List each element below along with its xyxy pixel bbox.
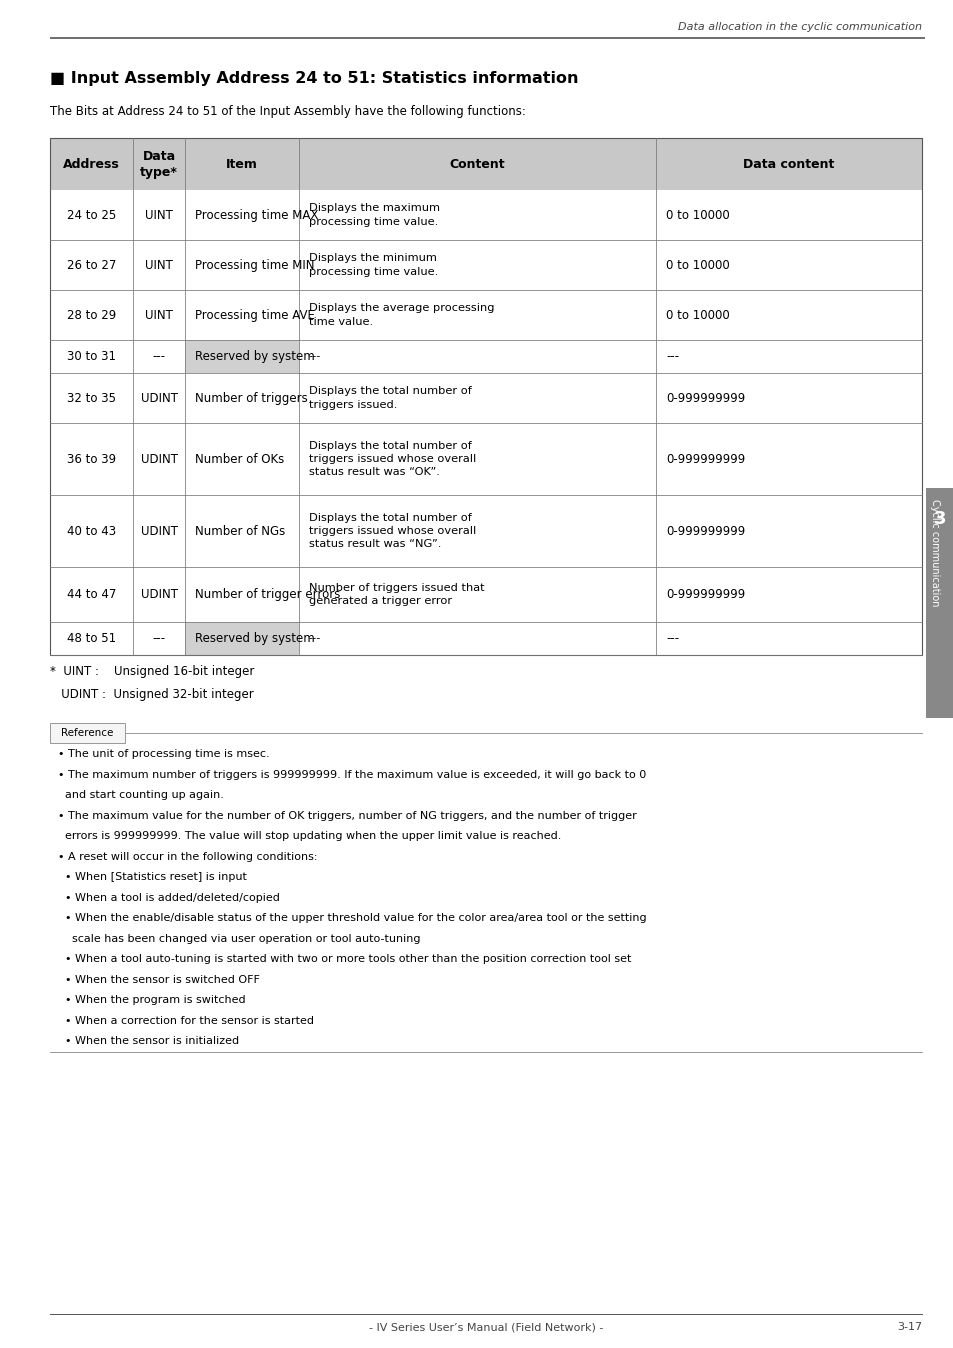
Text: 0 to 10000: 0 to 10000	[665, 309, 729, 322]
Text: Reference: Reference	[61, 728, 113, 737]
Text: ---: ---	[665, 632, 679, 644]
Text: Number of trigger errors: Number of trigger errors	[195, 588, 340, 601]
Bar	[50, 373, 921, 423]
Text: • When a correction for the sensor is started: • When a correction for the sensor is st…	[58, 1015, 314, 1026]
Text: • When a tool is added/deleted/copied: • When a tool is added/deleted/copied	[58, 892, 279, 903]
Text: 44 to 47: 44 to 47	[67, 588, 116, 601]
Bar	[50, 723, 125, 743]
Bar	[50, 190, 921, 240]
Text: Reserved by system: Reserved by system	[195, 350, 314, 363]
Bar	[50, 621, 921, 655]
Bar	[50, 423, 921, 495]
Text: Processing time MIN: Processing time MIN	[195, 259, 314, 271]
Text: • When a tool auto-tuning is started with two or more tools other than the posit: • When a tool auto-tuning is started wit…	[58, 954, 631, 964]
Text: UDINT: UDINT	[140, 453, 177, 465]
Text: Displays the average processing
time value.: Displays the average processing time val…	[308, 303, 494, 326]
Text: Reserved by system: Reserved by system	[195, 632, 314, 644]
Text: 28 to 29: 28 to 29	[67, 309, 116, 322]
Text: Data content: Data content	[742, 158, 834, 170]
Text: • The unit of processing time is msec.: • The unit of processing time is msec.	[58, 749, 270, 759]
Text: Data
type*: Data type*	[140, 150, 178, 178]
Text: Content: Content	[449, 158, 504, 170]
Text: ---: ---	[308, 352, 320, 361]
Text: Displays the total number of
triggers issued whose overall
status result was “OK: Displays the total number of triggers is…	[308, 441, 476, 477]
Text: 0 to 10000: 0 to 10000	[665, 209, 729, 221]
Text: • When the enable/disable status of the upper threshold value for the color area: • When the enable/disable status of the …	[58, 913, 646, 923]
Text: Processing time MAX: Processing time MAX	[195, 209, 318, 221]
Bar	[185, 621, 298, 655]
Text: errors is 999999999. The value will stop updating when the upper limit value is : errors is 999999999. The value will stop…	[58, 830, 560, 841]
Text: Address: Address	[63, 158, 120, 170]
Text: 3-17: 3-17	[896, 1322, 921, 1332]
Text: • When the sensor is switched OFF: • When the sensor is switched OFF	[58, 975, 259, 984]
Text: UDINT: UDINT	[140, 588, 177, 601]
Bar	[50, 495, 921, 568]
Text: 0-999999999: 0-999999999	[665, 588, 744, 601]
Text: 0-999999999: 0-999999999	[665, 453, 744, 465]
Text: • A reset will occur in the following conditions:: • A reset will occur in the following co…	[58, 852, 317, 861]
Bar	[185, 340, 298, 373]
Text: 48 to 51: 48 to 51	[67, 632, 116, 644]
Text: The Bits at Address 24 to 51 of the Input Assembly have the following functions:: The Bits at Address 24 to 51 of the Inpu…	[50, 105, 525, 119]
Text: ---: ---	[152, 350, 166, 363]
Text: UINT: UINT	[145, 309, 172, 322]
Text: *  UINT :    Unsigned 16-bit integer: * UINT : Unsigned 16-bit integer	[50, 665, 254, 678]
Text: • The maximum number of triggers is 999999999. If the maximum value is exceeded,: • The maximum number of triggers is 9999…	[58, 770, 645, 779]
Text: Number of NGs: Number of NGs	[195, 524, 285, 538]
Text: Displays the minimum
processing time value.: Displays the minimum processing time val…	[308, 253, 437, 276]
Text: Number of OKs: Number of OKs	[195, 453, 284, 465]
Text: 0-999999999: 0-999999999	[665, 391, 744, 404]
Text: 30 to 31: 30 to 31	[67, 350, 116, 363]
Text: • When the program is switched: • When the program is switched	[58, 995, 245, 1006]
Text: UDINT :  Unsigned 32-bit integer: UDINT : Unsigned 32-bit integer	[50, 687, 253, 701]
Bar	[50, 240, 921, 290]
Text: 0-999999999: 0-999999999	[665, 524, 744, 538]
Text: UDINT: UDINT	[140, 524, 177, 538]
Bar	[925, 488, 953, 718]
Text: Displays the total number of
triggers issued.: Displays the total number of triggers is…	[308, 387, 471, 410]
Text: Number of triggers: Number of triggers	[195, 391, 308, 404]
Text: ---: ---	[152, 632, 166, 644]
Bar	[50, 137, 921, 655]
Text: - IV Series User’s Manual (Field Network) -: - IV Series User’s Manual (Field Network…	[369, 1322, 602, 1332]
Text: Number of triggers issued that
generated a trigger error: Number of triggers issued that generated…	[308, 582, 483, 607]
Text: Item: Item	[226, 158, 257, 170]
Text: 32 to 35: 32 to 35	[67, 391, 116, 404]
Text: Data allocation in the cyclic communication: Data allocation in the cyclic communicat…	[678, 22, 921, 32]
Text: scale has been changed via user operation or tool auto-tuning: scale has been changed via user operatio…	[58, 934, 420, 944]
Text: 24 to 25: 24 to 25	[67, 209, 116, 221]
Text: Displays the total number of
triggers issued whose overall
status result was “NG: Displays the total number of triggers is…	[308, 512, 476, 549]
Text: • When the sensor is initialized: • When the sensor is initialized	[58, 1037, 239, 1046]
Text: • The maximum value for the number of OK triggers, number of NG triggers, and th: • The maximum value for the number of OK…	[58, 810, 636, 821]
Text: 3: 3	[933, 510, 945, 528]
Text: ---: ---	[308, 634, 320, 643]
Text: UDINT: UDINT	[140, 391, 177, 404]
Bar	[50, 290, 921, 340]
Text: and start counting up again.: and start counting up again.	[58, 790, 224, 799]
Text: Processing time AVE: Processing time AVE	[195, 309, 314, 322]
Text: 36 to 39: 36 to 39	[67, 453, 116, 465]
Text: 26 to 27: 26 to 27	[67, 259, 116, 271]
Text: ---: ---	[665, 350, 679, 363]
Bar	[50, 568, 921, 621]
Bar	[50, 340, 921, 373]
Bar	[50, 137, 921, 190]
Text: UINT: UINT	[145, 259, 172, 271]
Text: • When [Statistics reset] is input: • When [Statistics reset] is input	[58, 872, 247, 882]
Text: UINT: UINT	[145, 209, 172, 221]
Text: 40 to 43: 40 to 43	[67, 524, 116, 538]
Text: Displays the maximum
processing time value.: Displays the maximum processing time val…	[308, 204, 439, 226]
Text: ■ Input Assembly Address 24 to 51: Statistics information: ■ Input Assembly Address 24 to 51: Stati…	[50, 71, 578, 86]
Text: 0 to 10000: 0 to 10000	[665, 259, 729, 271]
Text: Cyclic communication: Cyclic communication	[929, 499, 939, 607]
